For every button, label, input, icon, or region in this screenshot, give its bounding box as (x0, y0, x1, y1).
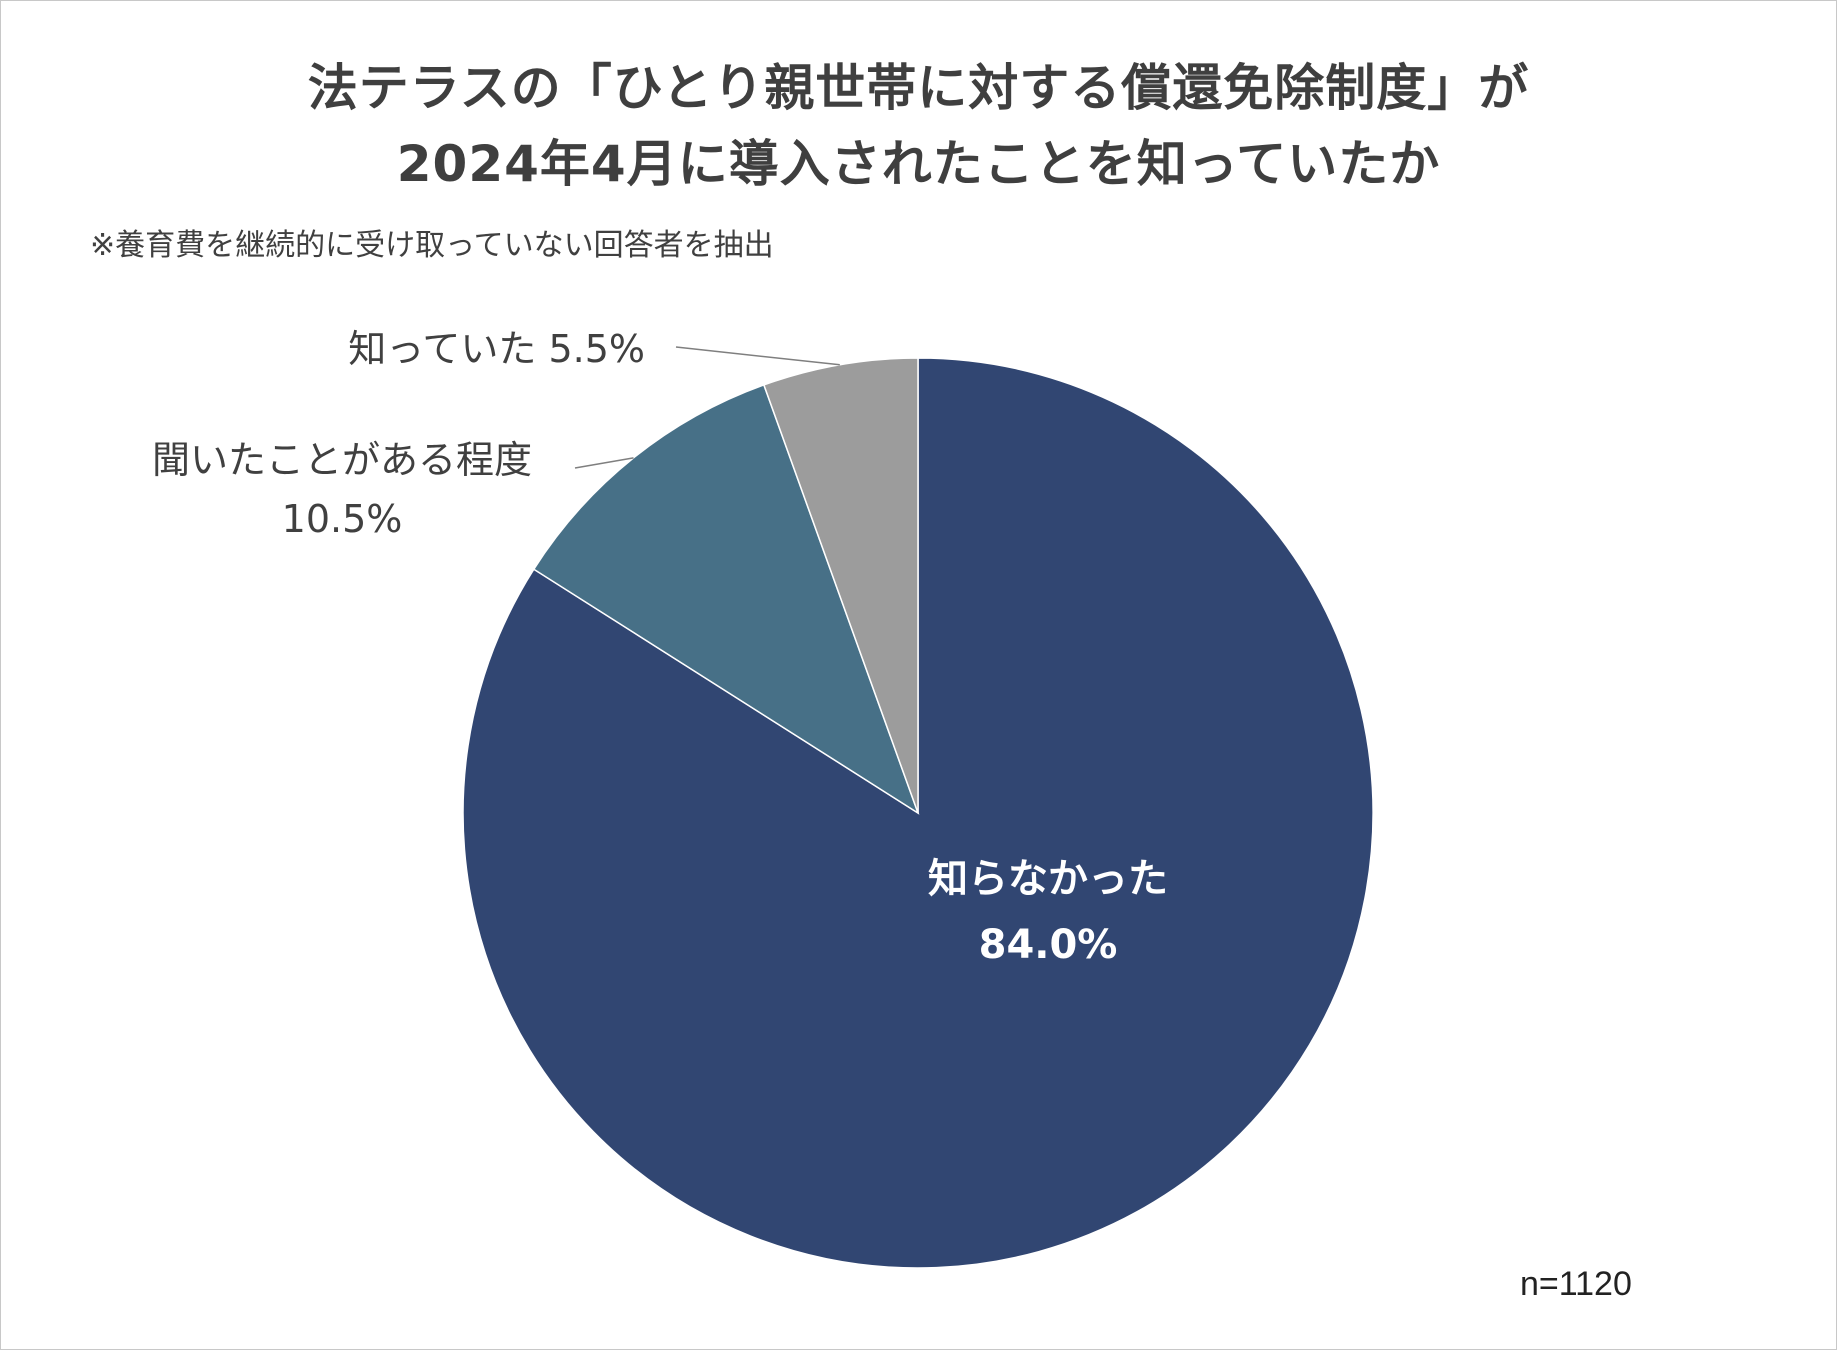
pie-slices (462, 357, 1374, 1269)
slice-labels: 知らなかった 84.0% 聞いたことがある程度 10.5% 知っていた 5.5% (152, 327, 1168, 968)
slice-label-2: 知っていた 5.5% (348, 327, 645, 371)
leader-line-1 (574, 457, 634, 469)
chart-note: ※養育費を継続的に受け取っていない回答者を抽出 (90, 228, 774, 263)
slice-label-2-value: 5.5% (548, 327, 645, 371)
leader-lines (574, 346, 840, 469)
slice-label-2-name: 知っていた (348, 327, 548, 371)
chart-title-line2: 2024年4月に導入されたことを知っていたか (396, 135, 1441, 193)
chart-title-line1: 法テラスの「ひとり親世帯に対する償還免除制度」が (307, 59, 1530, 117)
slice-label-1-value: 10.5% (282, 497, 403, 541)
slice-label-1-name: 聞いたことがある程度 (152, 438, 532, 482)
leader-line-2 (675, 346, 840, 366)
sample-size-label: n=1120 (1520, 1265, 1632, 1303)
pie-slice-2 (762, 357, 919, 814)
slice-label-0-name: 知らなかった (928, 856, 1168, 902)
slice-label-0-value: 84.0% (979, 922, 1118, 968)
pie-slice-1 (532, 383, 920, 815)
